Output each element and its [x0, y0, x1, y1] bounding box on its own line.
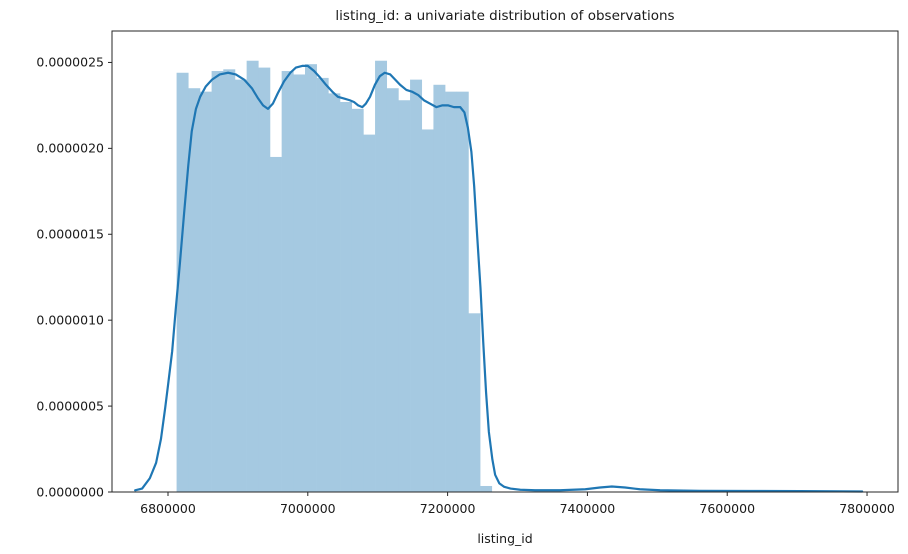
- chart-title: listing_id: a univariate distribution of…: [335, 8, 674, 24]
- histogram-bar: [340, 101, 352, 493]
- histogram-bar: [199, 91, 212, 493]
- histogram-bar: [363, 134, 376, 493]
- histogram-bar: [375, 60, 388, 492]
- histogram-bar: [421, 129, 434, 492]
- y-tick-label: 0.0000015: [36, 227, 104, 242]
- histogram-bar: [398, 100, 411, 493]
- x-tick-label: 7200000: [420, 501, 476, 516]
- histogram-bar: [433, 84, 446, 492]
- histogram-bar: [305, 64, 317, 492]
- histogram-bar: [386, 88, 399, 492]
- histogram-bar: [316, 77, 329, 492]
- kde-line: [134, 64, 864, 493]
- y-tick-label: 0.0000025: [36, 55, 104, 70]
- histogram-bar: [176, 72, 189, 492]
- histogram-bar: [293, 74, 306, 492]
- x-tick-label: 7000000: [280, 501, 336, 516]
- y-tick-label: 0.0000020: [36, 141, 104, 156]
- y-tick-label: 0.0000000: [36, 484, 104, 499]
- histogram-bar: [456, 91, 469, 493]
- histogram-bar: [351, 108, 364, 492]
- histogram-bar: [468, 313, 481, 492]
- x-tick-label: 6800000: [140, 501, 196, 516]
- y-tick-label: 0.0000010: [36, 312, 104, 327]
- histogram-bar: [480, 485, 493, 492]
- y-tick-label: 0.0000005: [36, 398, 104, 413]
- histogram-bar: [223, 69, 236, 492]
- histogram-bars: [176, 60, 493, 493]
- histogram-bar: [445, 91, 458, 493]
- histogram-bar: [410, 79, 423, 492]
- y-axis-ticks: 0.0000000 0.0000005 0.0000010 0.0000015 0.00…: [36, 55, 112, 499]
- plot-area: 6800000 7000000 7200000 7400000 7600000 78000…: [36, 30, 899, 516]
- histogram-bar: [328, 93, 341, 493]
- histogram-bar: [258, 67, 271, 492]
- x-axis-label: listing_id: [477, 531, 532, 546]
- histogram-bar: [246, 60, 259, 492]
- x-tick-label: 7800000: [839, 501, 895, 516]
- histogram-bar: [269, 156, 282, 492]
- x-axis-ticks: 6800000 7000000 7200000 7400000 7600000 78000…: [140, 492, 895, 516]
- histogram-bar: [188, 88, 201, 492]
- axes-frame: [111, 30, 899, 493]
- x-tick-label: 7600000: [699, 501, 755, 516]
- x-tick-label: 7400000: [560, 501, 616, 516]
- histogram-bar: [281, 71, 294, 492]
- histogram-bar: [234, 79, 247, 492]
- histogram-bar: [211, 71, 224, 492]
